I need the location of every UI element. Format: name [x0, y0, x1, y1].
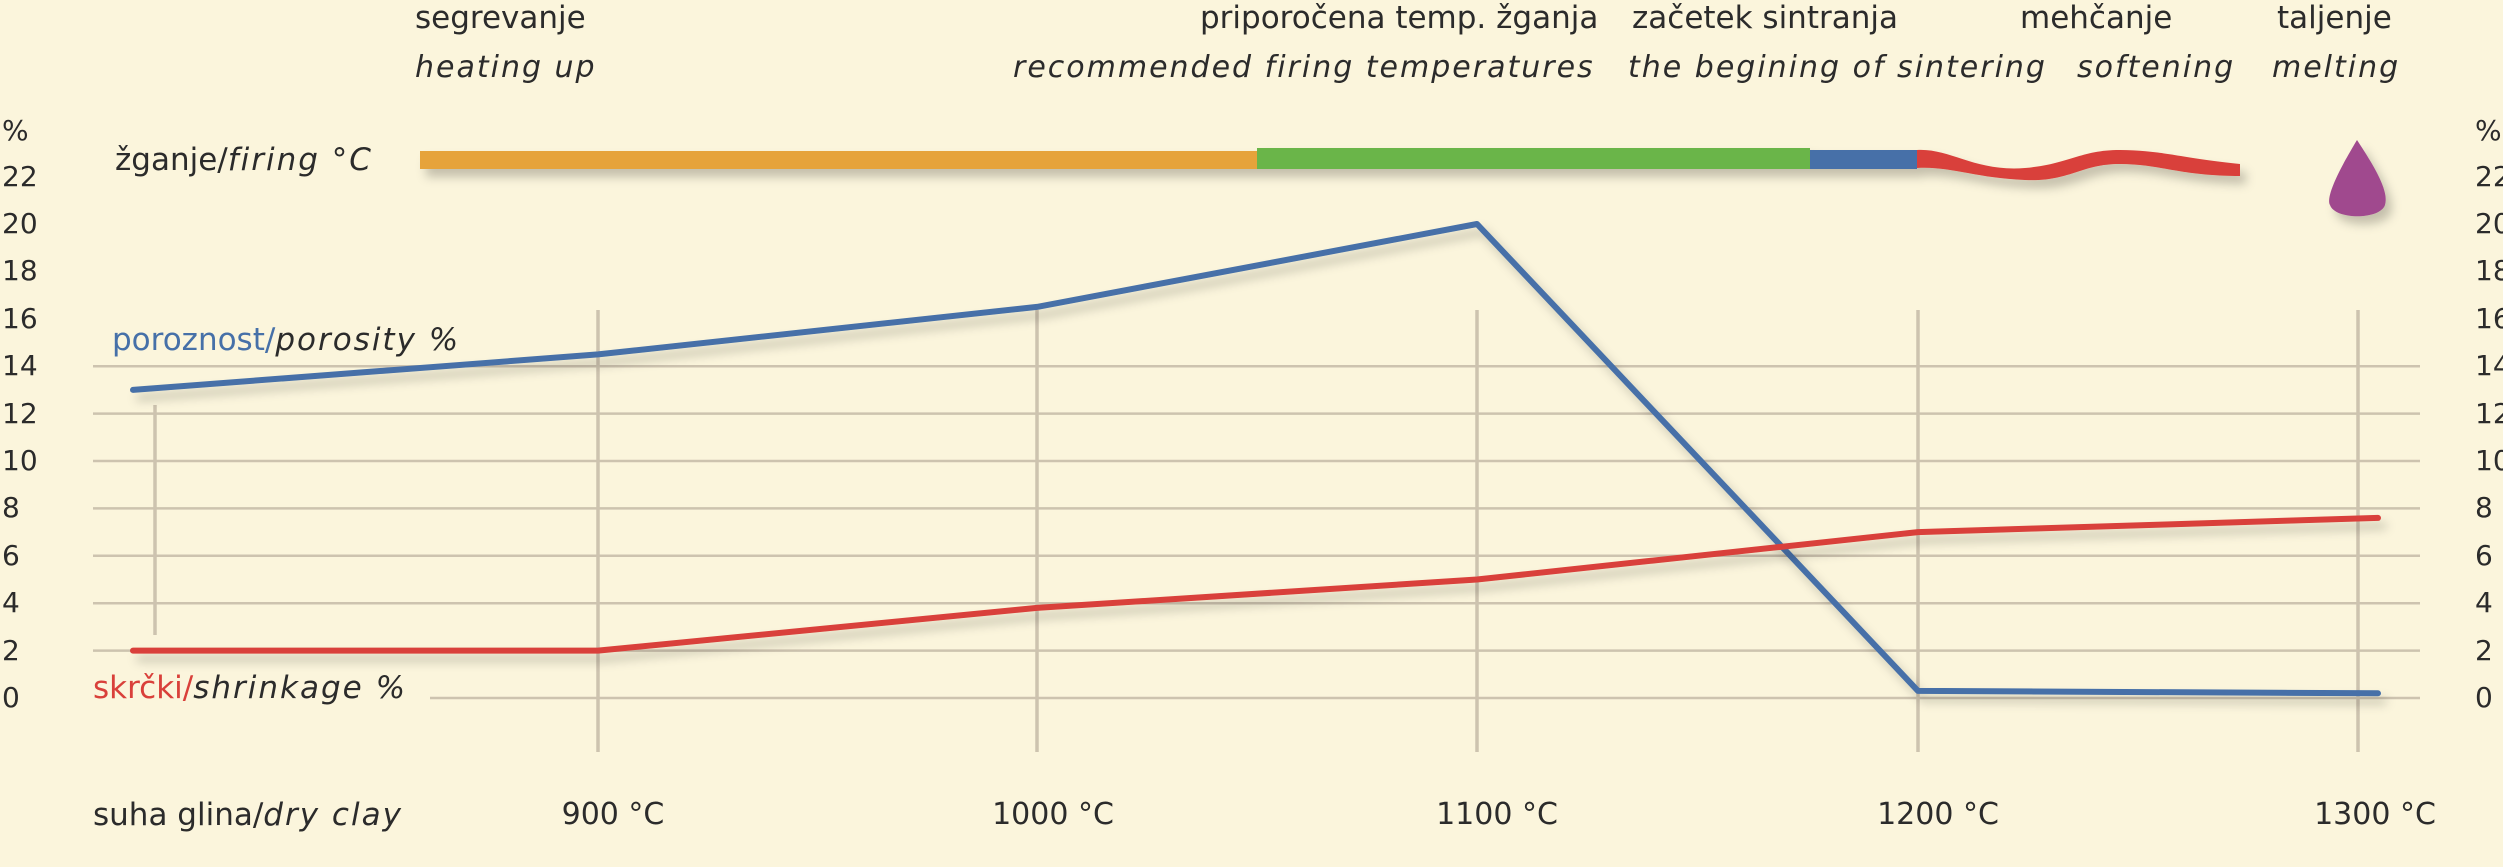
- y-tick-right-16: 16: [2475, 301, 2503, 335]
- y-tick-right-20: 20: [2475, 207, 2503, 240]
- y-tick-right-0: 0: [2475, 681, 2493, 714]
- phase-sintering-label: začetek sintranja: [1632, 0, 1898, 36]
- y-tick-right-2: 2: [2475, 633, 2493, 667]
- dry-clay-label: suha glina/dry clay: [93, 797, 403, 833]
- recommended-segment: [1257, 148, 1810, 169]
- melting-drop: [2329, 140, 2386, 217]
- y-tick-left-6: 6: [2, 538, 20, 572]
- y-tick-left-0: 0: [2, 681, 20, 714]
- y-tick-right-6: 6: [2475, 538, 2493, 572]
- y-unit-right: %: [2475, 114, 2502, 147]
- y-tick-right-18: 18: [2475, 254, 2503, 288]
- sintering-segment: [1810, 150, 1917, 169]
- y-unit-left: %: [2, 114, 29, 147]
- y-tick-left-2: 2: [2, 633, 20, 667]
- y-tick-right-8: 8: [2475, 491, 2493, 525]
- phase-recommended-label-en: recommended firing temperatures: [1013, 50, 1595, 85]
- x-tick-1000: 1000 °C: [992, 797, 1114, 832]
- y-tick-left-22: 22: [2, 159, 38, 193]
- phase-sintering-label-en: the begining of sintering: [1628, 50, 2047, 85]
- phase-heating-label: segrevanje: [415, 0, 586, 36]
- y-tick-right-10: 10: [2475, 444, 2503, 477]
- porosity-line: [130, 221, 2381, 697]
- y-tick-right-22: 22: [2475, 159, 2503, 193]
- dry-clay-label-en: dry clay: [263, 797, 403, 833]
- firing-bar: [420, 140, 2386, 217]
- y-tick-left-8: 8: [2, 491, 20, 525]
- phase-heating-label-en: heating up: [415, 50, 597, 85]
- firing-label-sl: žganje/: [115, 142, 228, 178]
- x-tick-1300: 1300 °C: [2314, 797, 2436, 832]
- y-tick-right-4: 4: [2475, 586, 2493, 620]
- y-tick-left-10: 10: [2, 444, 38, 477]
- dry-clay-label-sl: suha glina/: [93, 797, 264, 833]
- shrinkage-label-sl: skrčki/: [93, 670, 194, 706]
- firing-label: žganje/firing °C: [115, 142, 373, 178]
- y-tick-left-4: 4: [2, 586, 20, 620]
- y-tick-left-14: 14: [2, 349, 38, 383]
- porosity-label-sl: poroznost/: [112, 322, 276, 358]
- shrinkage-label: skrčki/shrinkage %: [93, 670, 407, 706]
- phase-recommended-label: priporočena temp. žganja: [1200, 0, 1599, 36]
- y-tick-left-12: 12: [2, 396, 38, 430]
- phase-softening-label: mehčanje: [2020, 0, 2173, 36]
- heating-segment: [420, 151, 1257, 169]
- y-tick-left-20: 20: [2, 207, 38, 240]
- x-tick-900: 900 °C: [561, 797, 665, 832]
- x-tick-1200: 1200 °C: [1877, 797, 1999, 832]
- phase-melting-label: taljenje: [2277, 0, 2392, 36]
- firing-label-en: firing °C: [227, 142, 373, 178]
- y-tick-left-18: 18: [2, 254, 38, 288]
- phase-softening-label-en: softening: [2077, 50, 2236, 85]
- shrinkage-line: [130, 514, 2381, 654]
- shrinkage-label-en: shrinkage %: [193, 670, 408, 706]
- y-tick-right-12: 12: [2475, 396, 2503, 430]
- y-tick-left-16: 16: [2, 301, 38, 335]
- porosity-label-en: porosity %: [275, 322, 461, 358]
- x-tick-1100: 1100 °C: [1436, 797, 1558, 832]
- phase-melting-label-en: melting: [2272, 50, 2401, 85]
- porosity-label: poroznost/porosity %: [112, 322, 460, 358]
- softening-squiggle: [1917, 149, 2240, 181]
- y-tick-right-14: 14: [2475, 349, 2503, 383]
